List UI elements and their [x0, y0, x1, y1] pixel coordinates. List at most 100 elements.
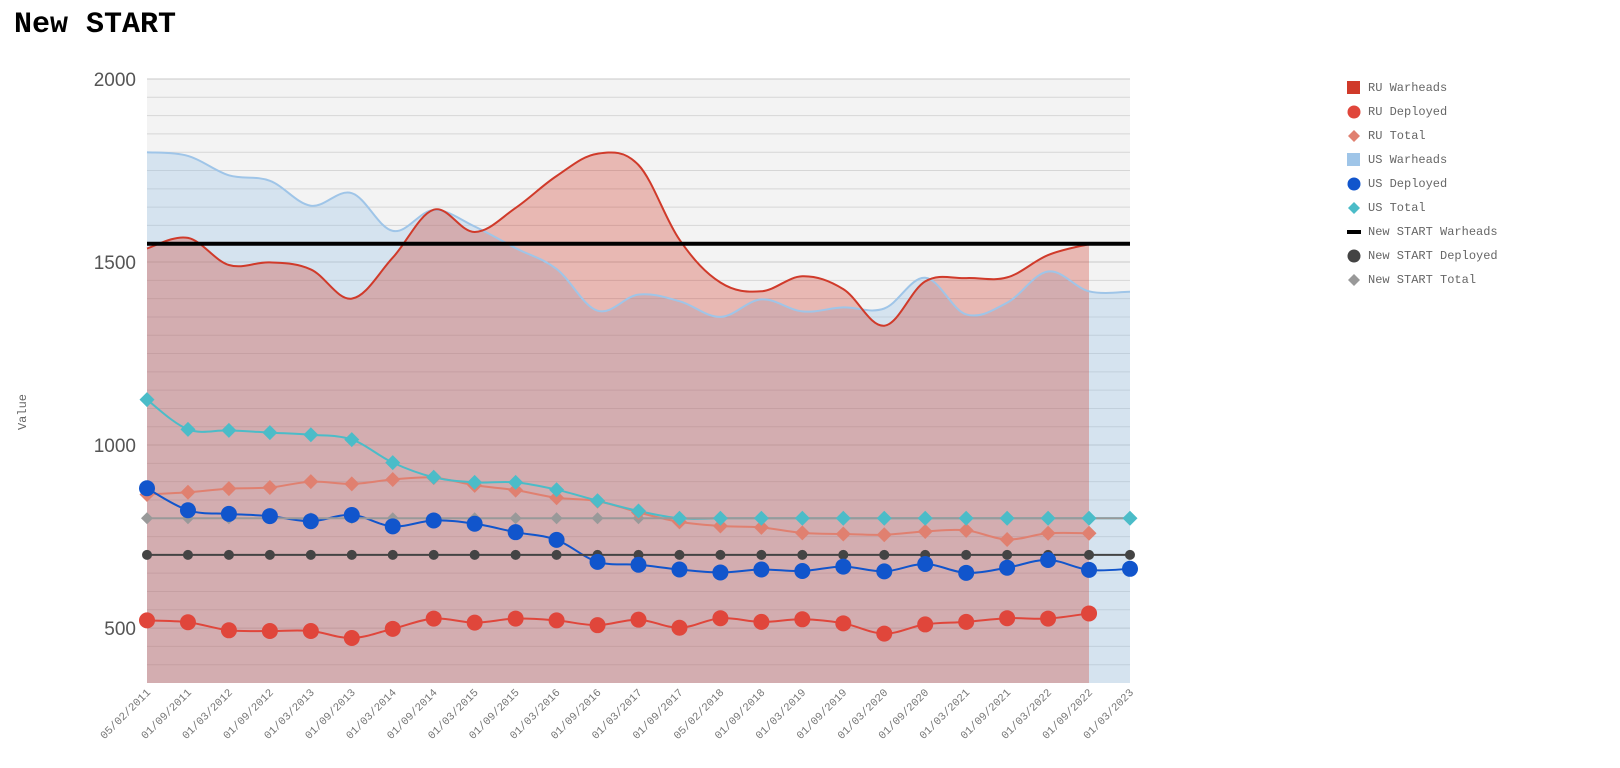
- new-start-deployed-point: [264, 549, 275, 560]
- ru-total-point: [712, 518, 728, 534]
- ru-deployed-legend-icon: [1347, 105, 1361, 119]
- new-start-deployed-point: [1084, 549, 1095, 560]
- legend-label: RU Total: [1368, 129, 1426, 143]
- legend-item[interactable]: RU Warheads: [1344, 76, 1498, 100]
- legend-label: US Total: [1368, 201, 1426, 215]
- ru-deployed-point: [220, 622, 237, 639]
- new-start-deployed-point: [510, 549, 521, 560]
- us-total-point: [590, 493, 606, 509]
- ru-deployed-point: [343, 629, 360, 646]
- us-total-point: [344, 432, 360, 448]
- us-deployed-point: [1122, 560, 1138, 577]
- legend: RU Warheads RU Deployed RU Total US Warhead…: [1344, 76, 1498, 292]
- us-total-point: [180, 421, 196, 437]
- us-total-point: [876, 510, 892, 526]
- ru-total-point: [958, 522, 974, 538]
- legend-item[interactable]: US Warheads: [1344, 148, 1498, 172]
- ru-deployed-point: [179, 614, 196, 631]
- legend-item[interactable]: RU Total: [1344, 124, 1498, 148]
- legend-item[interactable]: US Deployed: [1344, 172, 1498, 196]
- us-total-point: [303, 427, 319, 443]
- us-warheads-legend-icon: [1347, 153, 1360, 166]
- ru-deployed-point: [302, 623, 319, 640]
- ru-total-point: [385, 471, 401, 487]
- us-deployed-point: [999, 559, 1016, 576]
- us-total-point: [753, 510, 769, 526]
- new-start-total-point: [141, 512, 153, 525]
- ru-deployed-point: [425, 610, 442, 627]
- us-deployed-point: [425, 512, 442, 529]
- us-deployed-point: [876, 563, 893, 580]
- ru-deployed-point: [753, 613, 770, 630]
- us-total-point: [221, 422, 237, 438]
- ru-deployed-point: [999, 610, 1016, 627]
- new-start-warheads-legend-icon: [1347, 230, 1361, 234]
- legend-label: US Warheads: [1368, 153, 1448, 167]
- ru-total-point: [221, 481, 237, 497]
- us-total-point: [139, 392, 155, 408]
- ru-total-point: [1081, 525, 1097, 541]
- us-total-point: [1081, 510, 1097, 526]
- new-start-deployed-point: [756, 549, 767, 560]
- us-total-point: [999, 510, 1015, 526]
- us-total-point: [508, 474, 524, 490]
- new-start-total-legend-icon: [1348, 274, 1360, 286]
- new-start-deployed-point: [305, 549, 316, 560]
- ru-deployed-point: [1081, 605, 1098, 622]
- ru-total-point: [999, 532, 1015, 548]
- us-total-point: [426, 469, 442, 485]
- us-total-point: [385, 455, 401, 471]
- ru-deployed-point: [548, 612, 565, 629]
- legend-item[interactable]: New START Warheads: [1344, 220, 1498, 244]
- ru-deployed-point: [835, 615, 852, 632]
- legend-label: RU Deployed: [1368, 105, 1448, 119]
- ru-total-point: [794, 525, 810, 541]
- ru-deployed-point: [794, 611, 811, 628]
- us-warheads-line: [146, 151, 1131, 318]
- legend-label: New START Warheads: [1368, 225, 1498, 239]
- us-deployed-point: [302, 513, 319, 530]
- new-start-deployed-point: [961, 549, 972, 560]
- ru-deployed-point: [958, 613, 975, 630]
- ru-warheads-area: [147, 152, 1089, 683]
- us-total-legend-icon: [1348, 202, 1360, 214]
- ru-deployed-point: [876, 625, 893, 642]
- us-deployed-point: [220, 505, 237, 522]
- us-deployed-legend-icon: [1347, 177, 1361, 191]
- new-start-deployed-legend-icon: [1347, 249, 1361, 263]
- us-total-point: [712, 510, 728, 526]
- new-start-deployed-point: [346, 549, 357, 560]
- y-tick-label: 1500: [94, 253, 136, 274]
- us-total-point: [549, 482, 565, 498]
- y-tick-label: 1000: [94, 436, 136, 457]
- us-deployed-point: [507, 524, 524, 541]
- y-axis: 500 1000 1500 2000: [94, 70, 136, 640]
- plot-background: [147, 79, 1130, 683]
- legend-item[interactable]: US Total: [1344, 196, 1498, 220]
- legend-item[interactable]: RU Deployed: [1344, 100, 1498, 124]
- ru-warheads-line: [146, 151, 1090, 327]
- legend-label: US Deployed: [1368, 177, 1448, 191]
- new-start-deployed-point: [223, 549, 234, 560]
- ru-deployed-point: [630, 611, 647, 628]
- y-tick-label: 2000: [94, 70, 136, 91]
- legend-item[interactable]: New START Deployed: [1344, 244, 1498, 268]
- new-start-total-point: [550, 512, 563, 525]
- us-deployed-point: [139, 480, 155, 497]
- us-deployed-point: [712, 564, 729, 581]
- new-start-deployed-point: [1002, 549, 1013, 560]
- us-deployed-point: [917, 556, 934, 573]
- y-axis-label: Value: [16, 394, 30, 430]
- ru-total-point: [1040, 525, 1056, 541]
- legend-label: New START Deployed: [1368, 249, 1498, 263]
- new-start-deployed-point: [838, 549, 849, 560]
- us-total-point: [958, 510, 974, 526]
- legend-item[interactable]: New START Total: [1344, 268, 1498, 292]
- ru-total-point: [508, 482, 524, 498]
- marker-layer: [139, 392, 1138, 646]
- ru-deployed-point: [671, 619, 688, 636]
- new-start-deployed-point: [674, 549, 685, 560]
- ru-deployed-point: [1040, 610, 1057, 627]
- us-total-point: [262, 425, 278, 441]
- ru-deployed-point: [139, 612, 155, 629]
